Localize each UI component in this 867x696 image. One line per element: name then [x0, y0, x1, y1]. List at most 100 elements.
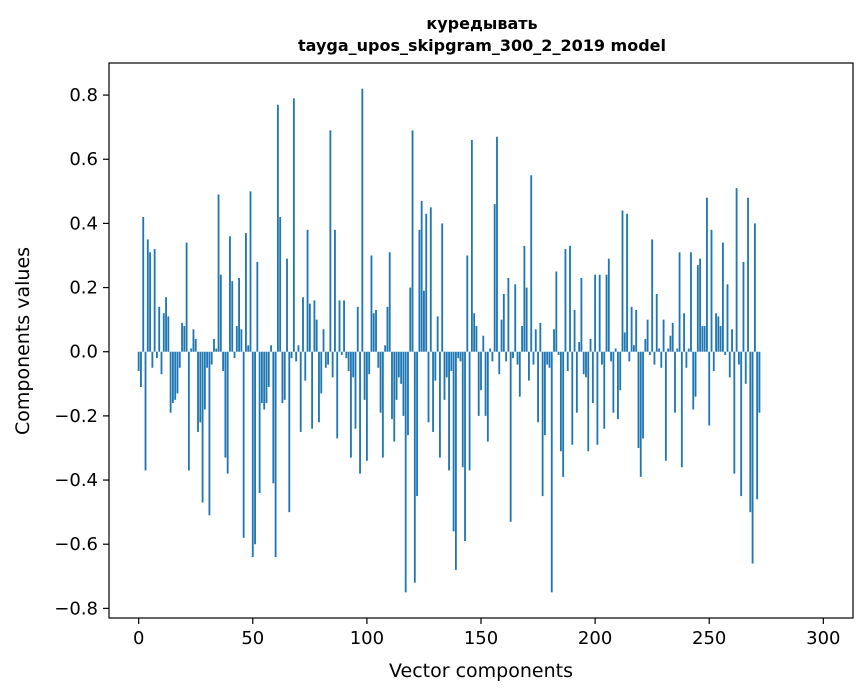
- bar: [539, 322, 542, 352]
- bar: [247, 345, 250, 352]
- x-axis-label: Vector components: [389, 660, 573, 682]
- bar: [183, 326, 186, 352]
- bar: [185, 242, 188, 352]
- bar: [178, 351, 181, 368]
- bar: [658, 348, 660, 352]
- bar: [528, 351, 530, 381]
- bar: [318, 351, 320, 423]
- bar: [683, 313, 686, 352]
- bar: [343, 300, 345, 352]
- bar: [208, 351, 211, 516]
- bar: [669, 335, 672, 352]
- x-tick-label: 0: [133, 628, 144, 649]
- bar: [596, 351, 599, 445]
- bar: [181, 322, 183, 352]
- bar: [210, 351, 213, 365]
- chart-subtitle: tayga_upos_skipgram_300_2_2019 model: [298, 36, 666, 55]
- bar: [345, 351, 348, 359]
- bar: [397, 351, 400, 378]
- bar: [279, 216, 282, 352]
- bar: [664, 351, 667, 461]
- bar: [144, 351, 147, 471]
- bar: [612, 351, 615, 413]
- bar: [432, 351, 434, 432]
- bar: [308, 303, 311, 352]
- bar: [452, 351, 455, 532]
- bar: [642, 351, 644, 439]
- bar: [411, 130, 414, 352]
- bar: [482, 335, 485, 352]
- bar: [439, 351, 441, 458]
- bar: [165, 297, 167, 352]
- bar: [429, 207, 432, 352]
- bar: [261, 351, 263, 404]
- bar: [352, 351, 355, 378]
- bar: [473, 313, 476, 352]
- bar: [464, 351, 466, 542]
- bar: [594, 274, 597, 352]
- bar: [566, 351, 569, 371]
- bar: [470, 139, 473, 352]
- bar: [708, 351, 711, 426]
- bar: [758, 351, 761, 413]
- bar: [724, 351, 727, 355]
- y-tick-label: −0.6: [54, 534, 98, 555]
- bar: [735, 188, 738, 352]
- bar: [416, 351, 419, 497]
- bar: [715, 313, 717, 352]
- bar: [573, 310, 576, 352]
- y-tick-label: −0.4: [54, 470, 98, 491]
- bar: [557, 351, 560, 355]
- bar: [591, 351, 594, 404]
- bar: [685, 351, 688, 368]
- bar: [174, 351, 177, 400]
- bar: [480, 351, 482, 391]
- bar: [281, 351, 284, 404]
- bar: [628, 351, 631, 362]
- bar: [680, 351, 683, 468]
- bar: [737, 351, 740, 365]
- bar: [610, 351, 612, 362]
- bar: [601, 351, 603, 365]
- y-tick-label: 0.6: [69, 149, 98, 170]
- bar: [327, 351, 330, 365]
- bar: [322, 329, 325, 352]
- bar: [578, 342, 581, 352]
- bar: [703, 326, 706, 352]
- bar: [231, 281, 234, 352]
- bar: [719, 326, 722, 352]
- bar: [400, 351, 403, 384]
- bar: [633, 345, 635, 352]
- bar: [149, 252, 151, 352]
- bar: [254, 351, 256, 545]
- bar: [423, 290, 425, 352]
- bar: [710, 229, 713, 352]
- bar: [160, 351, 163, 375]
- bar: [375, 310, 377, 352]
- bar: [502, 293, 505, 352]
- bar: [445, 351, 448, 378]
- bar: [516, 351, 519, 365]
- bar: [201, 351, 204, 503]
- bar: [304, 351, 307, 381]
- bar: [564, 249, 567, 352]
- bar: [505, 351, 508, 362]
- bar: [459, 351, 462, 362]
- bar: [171, 351, 174, 404]
- bar-series: [137, 88, 761, 593]
- bar: [717, 316, 720, 352]
- bar: [425, 213, 428, 352]
- bar: [450, 351, 453, 371]
- bar: [142, 216, 145, 352]
- x-axis-ticks: 0 50 100 150 200 250 300: [133, 618, 841, 649]
- bar: [290, 351, 293, 359]
- bar: [687, 348, 690, 352]
- bar: [537, 351, 539, 423]
- y-tick-label: 0.8: [69, 85, 98, 106]
- bar: [466, 255, 469, 352]
- bar: [543, 351, 546, 436]
- bar: [365, 351, 368, 461]
- bar: [313, 300, 316, 352]
- bar: [619, 351, 622, 391]
